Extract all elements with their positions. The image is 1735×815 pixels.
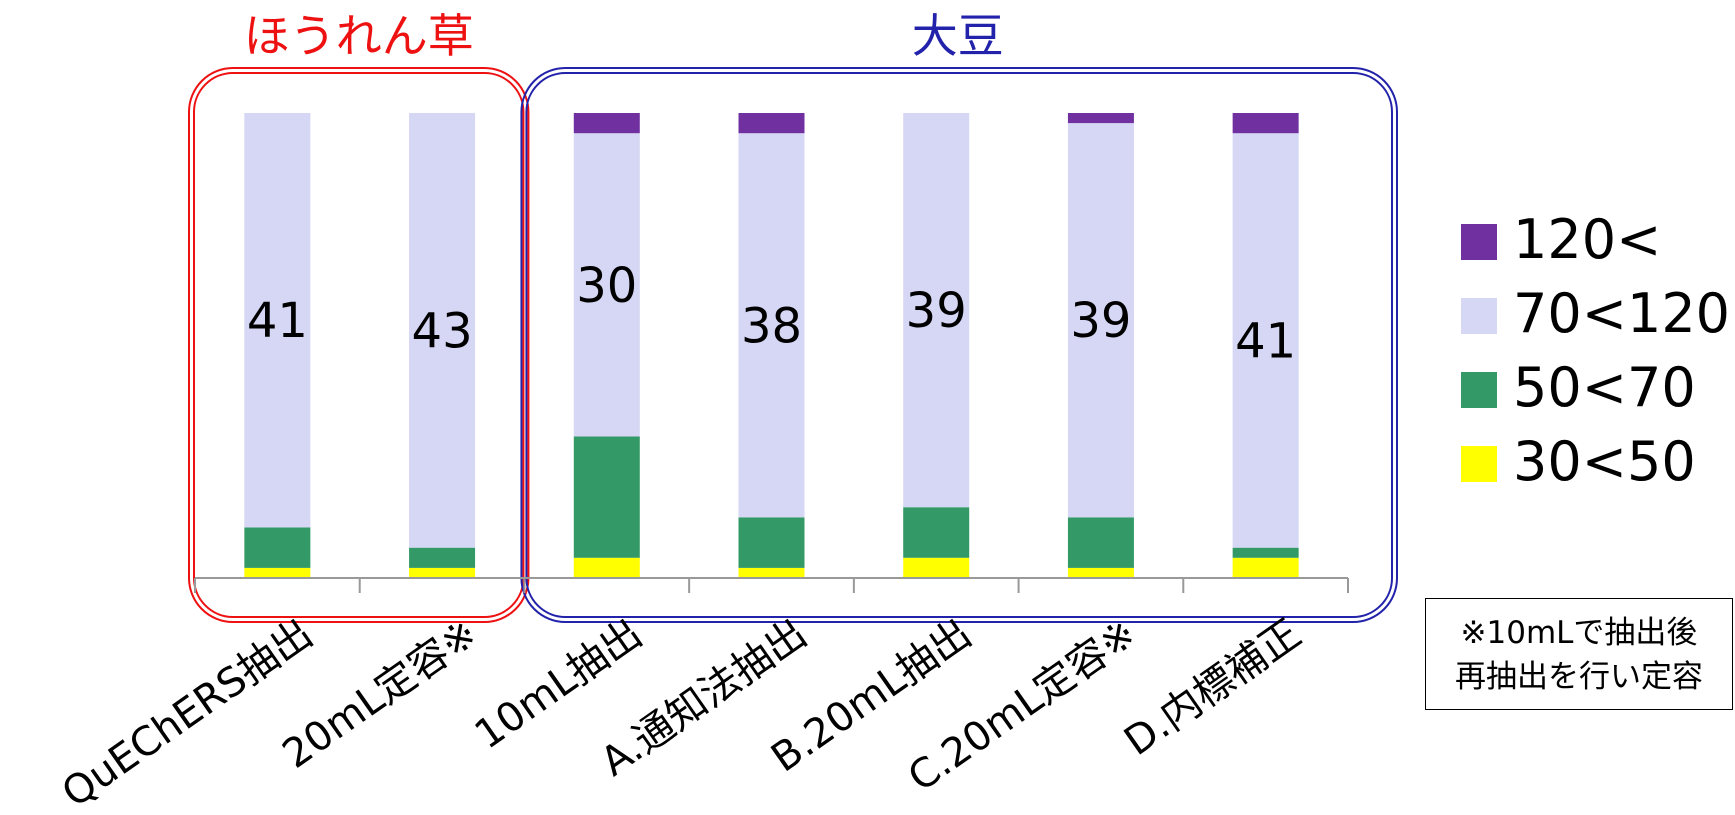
- bar-segment-2-1: [573, 436, 640, 558]
- group-label-1: 大豆: [912, 9, 1004, 63]
- bar-segment-6-3: [1232, 113, 1299, 134]
- legend-swatch-2: [1461, 372, 1497, 408]
- bar-segment-6-2: [1232, 133, 1299, 548]
- bar-segment-1-1: [409, 547, 476, 568]
- bar-segment-6-1: [1232, 547, 1299, 558]
- footnote-line-2: 再抽出を行い定容: [1455, 659, 1703, 695]
- group-label-0: ほうれん草: [244, 9, 474, 63]
- bar-segment-3-2: [738, 133, 805, 518]
- data-label-0: 41: [247, 293, 308, 349]
- group-box-outer-0: [188, 67, 530, 623]
- bar-segment-5-3: [1067, 113, 1134, 124]
- bar-segment-3-1: [738, 517, 805, 568]
- legend-label-0: 120<: [1513, 208, 1661, 271]
- legend-swatch-3: [1461, 446, 1497, 482]
- x-tick-label-6: D.内標補正: [1116, 611, 1309, 765]
- legend-swatch-1: [1461, 298, 1497, 334]
- data-label-4: 39: [906, 283, 967, 339]
- footnote-line-1: ※10mLで抽出後: [1460, 615, 1698, 651]
- legend-label-3: 30<50: [1513, 430, 1696, 493]
- bar-segment-0-2: [244, 113, 311, 528]
- x-tick-label-0: QuEChERS抽出: [54, 611, 321, 815]
- bar-segment-3-3: [738, 113, 805, 134]
- bar-segment-5-0: [1067, 567, 1134, 578]
- bar-segment-4-1: [903, 507, 970, 558]
- bar-segment-0-1: [244, 527, 311, 568]
- bar-segment-2-0: [573, 557, 640, 578]
- group-box-inner-0: [193, 72, 525, 618]
- bar-segment-5-1: [1067, 517, 1134, 568]
- data-label-2: 30: [576, 258, 637, 314]
- bar-segment-2-2: [573, 133, 640, 437]
- bar-segment-6-0: [1232, 557, 1299, 578]
- legend-swatch-0: [1461, 224, 1497, 260]
- footnote-box: ※10mLで抽出後 再抽出を行い定容: [1425, 598, 1733, 710]
- legend-label-2: 50<70: [1513, 356, 1696, 419]
- data-label-3: 38: [741, 298, 802, 354]
- bar-segment-2-3: [573, 113, 640, 134]
- data-label-5: 39: [1070, 293, 1131, 349]
- data-label-6: 41: [1235, 313, 1296, 369]
- bar-segment-4-0: [903, 557, 970, 578]
- legend-label-1: 70<120: [1513, 282, 1730, 345]
- bar-segment-4-2: [903, 113, 970, 508]
- bar-segment-1-2: [409, 113, 476, 548]
- data-label-1: 43: [412, 303, 473, 359]
- group-box-outer-1: [520, 67, 1398, 623]
- bar-segment-3-0: [738, 567, 805, 578]
- bar-segment-5-2: [1067, 123, 1134, 518]
- bar-segment-0-0: [244, 567, 311, 578]
- bar-segment-1-0: [409, 567, 476, 578]
- group-box-inner-1: [525, 72, 1393, 618]
